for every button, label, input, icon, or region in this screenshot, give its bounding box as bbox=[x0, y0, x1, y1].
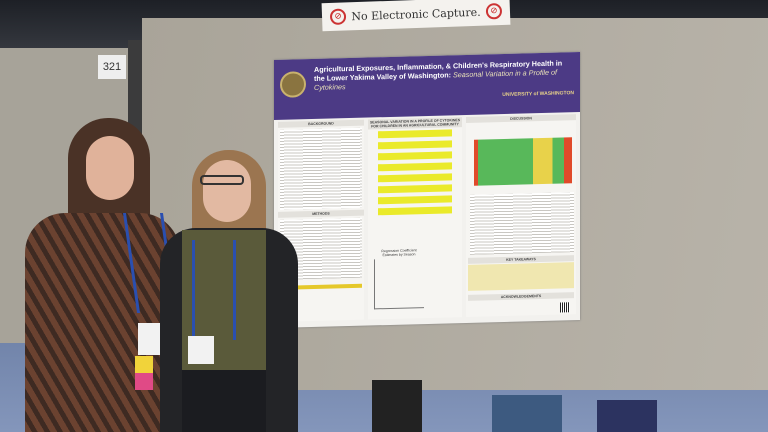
center-heading: SEASONAL VARIATION IN A PROFILE OF CYTOK… bbox=[368, 117, 462, 130]
chart-bar bbox=[378, 162, 452, 172]
cytokine-heatmap bbox=[474, 137, 572, 186]
person-right bbox=[160, 150, 298, 432]
qr-code-icon bbox=[560, 302, 570, 313]
face bbox=[203, 160, 251, 222]
name-badge bbox=[138, 323, 160, 355]
lanyard bbox=[192, 240, 236, 340]
chart-bar bbox=[378, 151, 452, 161]
poster-banner: Agricultural Exposures, Inflammation, & … bbox=[274, 51, 580, 121]
patterned-dress bbox=[25, 213, 180, 432]
center-column: SEASONAL VARIATION IN A PROFILE OF CYTOK… bbox=[368, 117, 462, 320]
black-pants bbox=[182, 370, 266, 432]
face bbox=[86, 136, 134, 200]
glasses bbox=[200, 175, 244, 185]
no-camera-icon: ⊘ bbox=[485, 3, 503, 20]
booth-number: 321 bbox=[98, 55, 126, 79]
research-poster: Agricultural Exposures, Inflammation, & … bbox=[274, 51, 580, 329]
background-bag bbox=[597, 400, 657, 432]
chart-bar bbox=[378, 195, 452, 205]
regression-chart bbox=[374, 258, 424, 310]
background-person-legs bbox=[372, 380, 422, 432]
chart-bar bbox=[378, 206, 452, 216]
poster-title: Agricultural Exposures, Inflammation, & … bbox=[314, 58, 574, 91]
discussion-text bbox=[470, 192, 574, 255]
university-logo: UNIVERSITY of WASHINGTON bbox=[502, 90, 574, 99]
discussion-heading: DISCUSSION bbox=[466, 114, 576, 123]
chart-bar bbox=[378, 184, 452, 194]
takeaways-box bbox=[468, 262, 574, 291]
chart-bar bbox=[378, 173, 452, 183]
person-left bbox=[20, 118, 185, 432]
background-heading: BACKGROUND bbox=[278, 119, 364, 128]
background-person-legs bbox=[492, 395, 562, 432]
university-seal-icon bbox=[280, 71, 306, 98]
chart-bar bbox=[378, 129, 452, 139]
no-camera-icon: ⊘ bbox=[329, 8, 347, 25]
sign-text: No Electronic Capture. bbox=[351, 5, 481, 24]
name-badge bbox=[188, 336, 214, 364]
badge-ribbons bbox=[135, 356, 153, 390]
chart-bar bbox=[378, 140, 452, 150]
regression-chart-title: Regression Coefficient Estimates by Seas… bbox=[381, 248, 417, 258]
